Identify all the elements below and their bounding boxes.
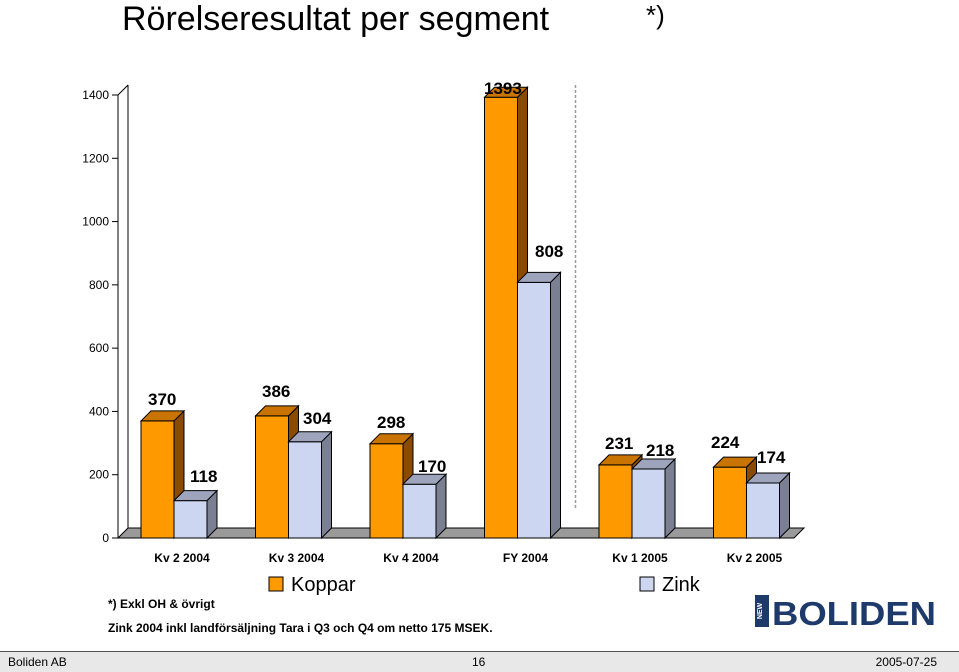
bar-top-koppar-3 (483, 86, 529, 98)
bar-zink-0 (173, 500, 208, 539)
legend-swatch-zink (639, 576, 655, 592)
bar-top-koppar-4 (597, 454, 644, 466)
data-label-zink-2: 170 (418, 457, 446, 476)
bar-zink-3 (517, 281, 551, 539)
footnote-zink: Zink 2004 inkl landförsäljning Tara i Q3… (108, 621, 493, 635)
bar-side-zink-5 (779, 471, 790, 540)
bar-zink-1 (288, 441, 322, 539)
y-tick-label: 400 (89, 404, 109, 418)
logo-badge-text: NEW (757, 602, 764, 619)
data-label-zink-3: 808 (535, 242, 563, 261)
data-label-zink-5: 174 (757, 448, 786, 467)
bar-koppar-4 (598, 464, 633, 539)
data-label-koppar-5: 224 (711, 433, 740, 452)
plot-floor (116, 527, 806, 539)
bar-zink-2 (402, 483, 437, 539)
bar-side-zink-1 (321, 430, 332, 540)
bar-koppar-0 (140, 420, 175, 539)
y-tick-label: 1200 (82, 151, 109, 165)
category-label: Kv 2 2005 (727, 551, 783, 565)
footer-page-number: 16 (472, 655, 486, 669)
bar-top-koppar-0 (139, 410, 186, 422)
category-label: Kv 2 2004 (154, 551, 210, 565)
bar-top-zink-5 (745, 472, 791, 484)
bar-top-zink-3 (516, 271, 562, 283)
bar-koppar-5 (713, 466, 747, 539)
bar-chart: 0 200 400 600 800 1000 1200 1400 370 118 386 304 298… (82, 79, 806, 596)
footer-company: Boliden AB (8, 655, 67, 669)
data-label-koppar-1: 386 (262, 382, 290, 401)
y-tick-label: 200 (89, 468, 109, 482)
bar-top-zink-1 (287, 431, 333, 443)
bar-top-koppar-5 (712, 456, 758, 468)
bar-koppar-2 (369, 443, 404, 539)
footer-date: 2005-07-25 (875, 655, 937, 669)
data-label-koppar-2: 298 (377, 413, 405, 432)
y-tick-label: 800 (89, 278, 109, 292)
y-tick-label: 600 (89, 341, 109, 355)
logo-wordmark: BOLIDEN (772, 595, 936, 629)
data-label-zink-0: 118 (190, 467, 217, 486)
data-label-koppar-4: 231 (605, 434, 633, 453)
y-axis-depth (117, 84, 129, 96)
footer-bar: Boliden AB 16 2005-07-25 (0, 651, 959, 672)
y-tick-label: 0 (102, 531, 109, 545)
bar-side-zink-3 (550, 271, 561, 540)
page-title: Rörelseresultat per segment (122, 0, 550, 38)
data-label-zink-4: 218 (646, 441, 674, 460)
logo-badge (755, 595, 769, 627)
bar-top-koppar-2 (368, 433, 415, 445)
bar-zink-5 (746, 482, 780, 539)
bar-top-koppar-1 (254, 405, 300, 417)
category-label: FY 2004 (503, 551, 548, 565)
data-label-koppar-0: 370 (148, 390, 176, 409)
bar-zink-4 (631, 468, 666, 539)
category-label: Kv 3 2004 (269, 551, 325, 565)
category-label: Kv 4 2004 (383, 551, 439, 565)
title-footnote-mark: *) (646, 0, 665, 30)
bar-side-zink-2 (435, 473, 447, 540)
category-label: Kv 1 2005 (612, 551, 668, 565)
footnote-exclusions: *) Exkl OH & övrigt (108, 597, 215, 611)
bar-top-zink-4 (630, 458, 677, 470)
bar-top-zink-2 (401, 473, 448, 485)
y-tick-label: 1400 (82, 88, 109, 102)
bar-top-zink-0 (172, 490, 219, 502)
bar-side-zink-4 (664, 457, 676, 540)
bar-koppar-3 (484, 96, 518, 539)
bar-koppar-1 (255, 415, 289, 539)
legend-label-zink: Zink (662, 574, 701, 596)
data-label-koppar-3: 1393 (484, 79, 522, 98)
y-tick-label: 1000 (82, 215, 109, 229)
plot-back-wall (127, 85, 804, 529)
boliden-logo: NEW BOLIDEN (755, 595, 936, 629)
data-label-zink-1: 304 (303, 409, 332, 428)
legend-swatch-koppar (268, 576, 284, 592)
legend-label-koppar: Koppar (291, 574, 356, 596)
